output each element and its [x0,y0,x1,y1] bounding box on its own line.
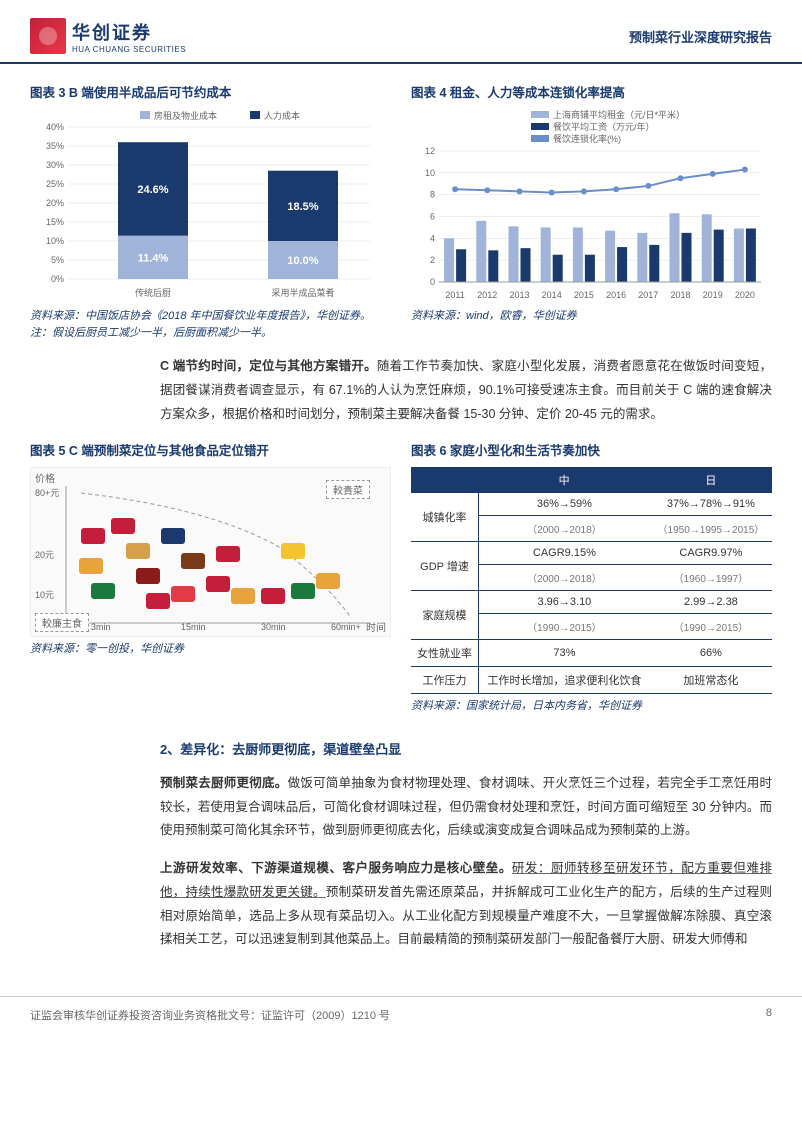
svg-text:10.0%: 10.0% [287,255,318,267]
svg-text:4: 4 [430,233,435,243]
svg-text:2016: 2016 [606,290,626,300]
svg-text:餐饮连锁化率(%): 餐饮连锁化率(%) [553,133,621,144]
fig3-title: 图表 3 B 端使用半成品后可节约成本 [30,82,391,101]
paragraph-2b: 上游研发效率、下游渠道规模、客户服务响应力是核心壁垒。研发：厨师转移至研发环节，… [160,857,772,952]
svg-text:2013: 2013 [509,290,529,300]
svg-text:2020: 2020 [735,290,755,300]
svg-text:2: 2 [430,255,435,265]
fig4-title: 图表 4 租金、人力等成本连锁化率提高 [411,82,772,101]
svg-text:采用半成品菜肴: 采用半成品菜肴 [271,287,334,298]
figure-3: 图表 3 B 端使用半成品后可节约成本 0% 5% 10% 15% 20% 25% 30% 3… [30,82,391,341]
svg-text:24.6%: 24.6% [137,184,168,196]
logo: 华创证券 HUA CHUANG SECURITIES [30,18,186,54]
svg-text:18.5%: 18.5% [287,201,318,213]
svg-text:8: 8 [430,190,435,200]
fig5-chart: 价格时间80+元20元10元3min15min30min60min+較貴菜較廉主… [30,467,391,637]
para-2a-bold: 预制菜去厨师更彻底。 [160,776,288,790]
svg-text:2012: 2012 [477,290,497,300]
report-title: 预制菜行业深度研究报告 [629,27,772,46]
fig5-source: 资料来源：零一创投，华创证券 [30,641,391,658]
figure-4: 图表 4 租金、人力等成本连锁化率提高 0 2 4 6 8 10 12 2011 2012 201… [411,82,772,341]
svg-text:2018: 2018 [670,290,690,300]
svg-text:2019: 2019 [703,290,723,300]
para-c-bold: C 端节约时间，定位与其他方案错开。 [160,359,377,373]
svg-text:2014: 2014 [542,290,562,300]
svg-text:35%: 35% [46,141,64,151]
svg-text:40%: 40% [46,122,64,132]
page-header: 华创证券 HUA CHUANG SECURITIES 预制菜行业深度研究报告 [0,0,802,64]
footer-page-number: 8 [766,1007,772,1023]
svg-text:上海商铺平均租金（元/日*平米）: 上海商铺平均租金（元/日*平米） [553,109,685,120]
figure-5: 图表 5 C 端预制菜定位与其他食品定位错开 价格时间80+元20元10元3mi… [30,440,391,715]
svg-text:2015: 2015 [574,290,594,300]
svg-text:2017: 2017 [638,290,658,300]
fig3-source: 资料来源：中国饭店协会《2018 年中国餐饮业年度报告》，华创证券。注：假设后厨… [30,308,391,341]
logo-text-cn: 华创证券 [72,19,186,45]
fig6-source: 资料来源：国家统计局，日本内务省，华创证券 [411,698,772,715]
paragraph-2a: 预制菜去厨师更彻底。做饭可简单抽象为食材物理处理、食材调味、开火烹饪三个过程，若… [160,772,772,843]
svg-text:0%: 0% [51,274,64,284]
svg-text:10: 10 [425,168,435,178]
svg-text:12: 12 [425,146,435,156]
figure-6: 图表 6 家庭小型化和生活节奏加快 中日城镇化率36%→59%37%→78%→9… [411,440,772,715]
para-2b-bold: 上游研发效率、下游渠道规模、客户服务响应力是核心壁垒。 [160,861,512,875]
svg-text:30%: 30% [46,160,64,170]
svg-text:11.4%: 11.4% [138,252,169,264]
fig5-title: 图表 5 C 端预制菜定位与其他食品定位错开 [30,440,391,459]
fig6-title: 图表 6 家庭小型化和生活节奏加快 [411,440,772,459]
fig4-chart: 0 2 4 6 8 10 12 2011 2012 2013 2014 2015 2016 2017 201… [411,109,771,304]
fig4-source: 资料来源：wind，欧睿，华创证券 [411,308,772,325]
svg-text:传统后厨: 传统后厨 [135,287,171,298]
svg-text:房租及物业成本: 房租及物业成本 [154,110,217,121]
svg-text:0: 0 [430,277,435,287]
section-2-heading: 2、差异化：去厨师更彻底，渠道壁垒凸显 [160,739,772,758]
svg-text:15%: 15% [46,217,64,227]
logo-mark-icon [30,18,66,54]
fig6-table: 中日城镇化率36%→59%37%→78%→91%（2000→2018）（1950… [411,467,772,694]
svg-text:2011: 2011 [445,290,464,300]
page-footer: 证监会审核华创证券投资咨询业务资格批文号：证监许可（2009）1210 号 8 [0,996,802,1033]
logo-text-en: HUA CHUANG SECURITIES [72,45,186,54]
paragraph-c: C 端节约时间，定位与其他方案错开。随着工作节奏加快、家庭小型化发展，消费者愿意… [160,355,772,426]
svg-text:餐饮平均工资（万元/年）: 餐饮平均工资（万元/年） [553,121,655,132]
svg-text:6: 6 [430,212,435,222]
svg-text:5%: 5% [51,255,64,265]
fig3-chart: 0% 5% 10% 15% 20% 25% 30% 35% 40% 11.4% 24.6% 10.0%… [30,109,380,304]
footer-left: 证监会审核华创证券投资咨询业务资格批文号：证监许可（2009）1210 号 [30,1007,390,1023]
svg-text:10%: 10% [46,236,64,246]
svg-text:25%: 25% [46,179,64,189]
svg-text:20%: 20% [46,198,64,208]
svg-text:人力成本: 人力成本 [264,110,300,121]
